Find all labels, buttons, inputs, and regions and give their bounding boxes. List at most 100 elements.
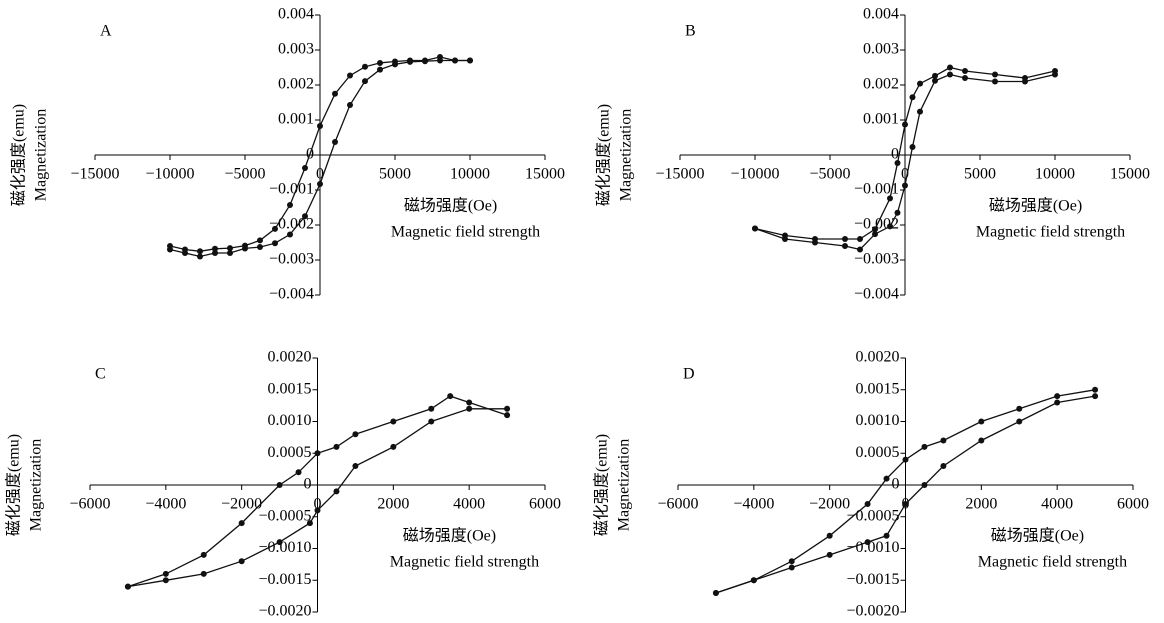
data-point	[452, 57, 458, 64]
y-tick-label: 0.003	[863, 41, 899, 58]
x-tick-label: 0	[314, 496, 322, 513]
y-tick-label: −0.0020	[846, 603, 899, 620]
y-axis-label: Magnetization	[616, 439, 633, 531]
y-axis-label: Magnetization	[33, 109, 50, 201]
data-point	[428, 405, 435, 412]
x-tick-label: 15000	[1110, 166, 1150, 183]
x-tick-label: −5000	[809, 166, 850, 183]
x-tick-label: −6000	[657, 496, 698, 513]
data-point	[257, 244, 263, 251]
data-point	[504, 405, 511, 412]
x-tick-label: −2000	[809, 496, 850, 513]
data-point	[272, 240, 278, 247]
x-axis-label: Magnetic field strength	[976, 224, 1125, 241]
y-tick-label: −0.0010	[258, 539, 311, 556]
data-point	[276, 539, 283, 546]
x-tick-label: 4000	[453, 496, 485, 513]
data-point	[887, 223, 893, 230]
y-tick-label: 0	[304, 476, 312, 493]
data-point	[272, 225, 278, 232]
y-tick-label: −0.004	[854, 286, 899, 303]
data-point	[332, 139, 338, 146]
x-tick-label: 10000	[450, 166, 490, 183]
x-axis-label: Magnetic field strength	[390, 554, 539, 571]
data-point	[466, 399, 473, 406]
y-axis-label: 磁化强度(emu)	[5, 434, 23, 536]
x-tick-label: 4000	[1041, 496, 1073, 513]
x-tick-label: −10000	[730, 166, 779, 183]
data-point	[1022, 78, 1028, 85]
data-point	[894, 209, 901, 216]
x-tick-label: 0	[901, 166, 909, 183]
data-point	[940, 462, 947, 469]
data-point	[857, 246, 863, 253]
panel-label: B	[685, 23, 696, 40]
data-point	[227, 245, 233, 252]
y-tick-label: 0.004	[278, 6, 314, 23]
x-tick-label: 10000	[1035, 166, 1075, 183]
data-point	[812, 239, 818, 246]
data-point	[1092, 386, 1099, 393]
data-point	[842, 243, 848, 249]
x-tick-label: 2000	[965, 496, 997, 513]
data-point	[333, 443, 340, 450]
data-point	[352, 462, 359, 469]
y-tick-label: −0.001	[854, 181, 899, 198]
y-tick-label: 0.0015	[268, 380, 312, 397]
data-point	[238, 558, 245, 565]
data-point	[390, 443, 397, 450]
data-point	[390, 418, 397, 425]
data-point	[992, 71, 998, 78]
data-point	[1054, 393, 1061, 400]
data-point	[864, 501, 871, 508]
data-point	[306, 520, 313, 527]
data-point	[826, 551, 833, 558]
x-axis-label: 磁场强度(Oe)	[404, 197, 497, 215]
data-point	[902, 121, 908, 128]
panel: −6000 −4000 −2000 0 2000 4000 6000 −0.0020 −0.00…	[593, 349, 1149, 620]
data-point	[504, 412, 511, 419]
data-point	[212, 250, 218, 256]
x-tick-label: −4000	[733, 496, 774, 513]
y-tick-label: 0.0020	[268, 349, 312, 366]
x-tick-label: 2000	[377, 496, 409, 513]
series-line	[127, 395, 508, 588]
data-point	[872, 231, 878, 238]
data-point	[317, 181, 323, 188]
data-point	[1016, 418, 1023, 425]
data-point	[302, 213, 308, 220]
x-axis-label: 磁场强度(Oe)	[989, 197, 1082, 215]
y-tick-label: −0.004	[269, 286, 314, 303]
data-point	[902, 456, 909, 463]
y-tick-label: −0.0005	[258, 507, 311, 524]
y-tick-label: 0.004	[863, 6, 899, 23]
x-axis-label: 磁场强度(Oe)	[403, 527, 496, 545]
data-point	[962, 68, 968, 74]
data-point	[287, 231, 293, 238]
y-tick-label: −0.003	[269, 251, 314, 268]
y-axis-label: 磁化强度(emu)	[595, 104, 613, 206]
data-point	[197, 253, 203, 260]
data-point	[932, 77, 938, 84]
y-tick-label: 0	[892, 476, 900, 493]
y-tick-label: 0.0015	[856, 380, 900, 397]
data-point	[826, 532, 833, 539]
data-point	[200, 551, 207, 558]
data-point	[347, 72, 353, 79]
panel-label: A	[100, 23, 112, 40]
data-point	[921, 482, 928, 488]
data-point	[1092, 393, 1099, 400]
data-point	[162, 570, 169, 577]
y-tick-label: −0.0020	[258, 603, 311, 620]
y-tick-label: 0.003	[278, 41, 314, 58]
data-point	[921, 443, 928, 450]
x-tick-label: 6000	[1117, 496, 1149, 513]
data-point	[162, 577, 169, 584]
data-point	[1052, 71, 1058, 78]
data-point	[788, 564, 795, 571]
data-point	[276, 482, 283, 488]
x-axis-label: 磁场强度(Oe)	[991, 527, 1084, 545]
data-point	[317, 122, 323, 129]
x-tick-label: 0	[316, 166, 324, 183]
data-point	[978, 437, 985, 444]
